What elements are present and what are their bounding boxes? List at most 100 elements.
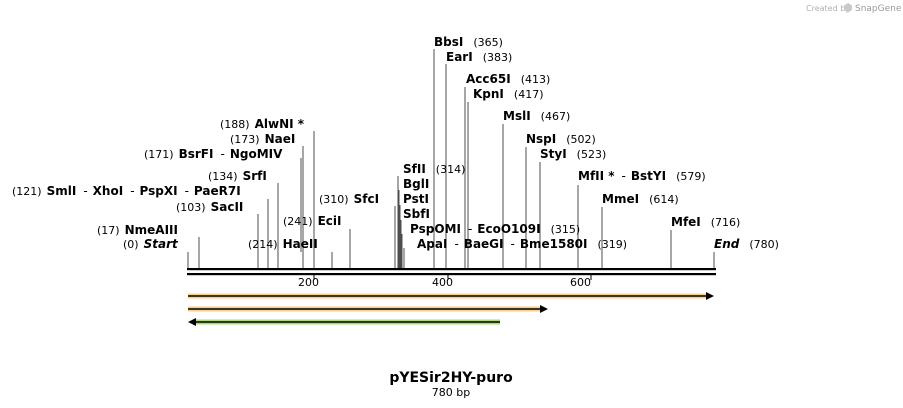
- site-position: (383): [483, 51, 513, 64]
- site-label-msli[interactable]: MslI (467): [503, 109, 570, 123]
- site-position: (579): [676, 170, 706, 183]
- enzyme-name: SrfI: [243, 169, 267, 183]
- enzyme-name: XhoI: [93, 184, 124, 198]
- enzyme-name: Acc65I: [466, 72, 511, 86]
- site-label-alwni[interactable]: (188) AlwNI *: [220, 117, 305, 131]
- site-label-sfci[interactable]: (310) SfcI: [319, 192, 379, 206]
- enzyme-name: End: [714, 237, 740, 251]
- enzyme-name: StyI: [540, 147, 567, 161]
- site-position: (214): [248, 238, 278, 251]
- enzyme-name: BbsI: [434, 35, 463, 49]
- site-label-bbsi[interactable]: BbsI (365): [434, 35, 503, 49]
- site-label-nmeaiii[interactable]: (17) NmeAIII: [97, 223, 178, 237]
- enzyme-name: KpnI: [473, 87, 504, 101]
- enzyme-name: PspXI: [140, 184, 178, 198]
- enzyme-name: MfeI: [671, 215, 701, 229]
- site-label-acc65i[interactable]: Acc65I (413): [466, 72, 550, 86]
- site-position: (134): [208, 170, 238, 183]
- site-separator: -: [130, 184, 134, 198]
- site-position: (173): [230, 133, 260, 146]
- site-label-apai-group[interactable]: ApaI - BaeGI - Bme1580I (319): [417, 237, 627, 251]
- orange-feature-full[interactable]: [188, 292, 714, 300]
- sequence-backbone: 200 400 600: [187, 268, 716, 289]
- credit: Created by SnapGene: [806, 3, 902, 14]
- site-label-srfi[interactable]: (134) SrfI: [208, 169, 267, 183]
- snapgene-logo-icon: [844, 3, 852, 13]
- site-label-mmei[interactable]: MmeI (614): [602, 192, 679, 206]
- site-position: (241): [283, 215, 313, 228]
- site-label-haeii[interactable]: (214) HaeII: [248, 237, 318, 251]
- site-separator: -: [511, 237, 515, 251]
- site-position: (171): [144, 148, 174, 161]
- site-position: (417): [514, 88, 544, 101]
- site-position: (0): [123, 238, 139, 251]
- credit-brand: SnapGene: [855, 4, 902, 14]
- enzyme-name: Start: [144, 237, 179, 251]
- site-separator: -: [622, 169, 626, 183]
- site-position: (467): [541, 110, 571, 123]
- site-position: (780): [749, 238, 779, 251]
- site-position: (188): [220, 118, 250, 131]
- enzyme-name: SfII: [403, 162, 426, 176]
- site-label-sbfi[interactable]: SbfI: [403, 207, 430, 221]
- enzyme-name: AlwNI *: [255, 117, 305, 131]
- site-label-mfei[interactable]: MfeI (716): [671, 215, 740, 229]
- enzyme-name: EarI: [446, 50, 473, 64]
- site-label-start[interactable]: (0) Start: [123, 237, 179, 251]
- site-position: (121): [12, 185, 42, 198]
- site-label-sacii[interactable]: (103) SacII: [176, 200, 243, 214]
- site-separator: -: [220, 147, 224, 161]
- enzyme-name: NmeAIII: [125, 223, 178, 237]
- site-label-ecii[interactable]: (241) EciI: [283, 214, 341, 228]
- site-position: (502): [566, 133, 596, 146]
- orange-feature-partial[interactable]: [188, 305, 548, 313]
- site-label-smli-group[interactable]: (121) SmlI - XhoI - PspXI - PaeR7I: [12, 184, 241, 198]
- enzyme-name: PstI: [403, 192, 429, 206]
- site-labels: (0) Start (17) NmeAIII (103) SacII (121) Sml…: [12, 35, 779, 251]
- site-label-pspomi-group[interactable]: PspOMI - EcoO109I (315): [410, 222, 580, 236]
- site-leader-lines: [187, 49, 715, 268]
- site-label-naei[interactable]: (173) NaeI: [230, 132, 295, 146]
- enzyme-name: HaeII: [283, 237, 318, 251]
- site-label-bgli[interactable]: BglI: [403, 177, 429, 191]
- site-position: (314): [436, 163, 466, 176]
- site-position: (103): [176, 201, 206, 214]
- site-label-end[interactable]: End (780): [714, 237, 779, 251]
- enzyme-name: SacII: [211, 200, 244, 214]
- site-separator: -: [185, 184, 189, 198]
- enzyme-name: NspI: [526, 132, 556, 146]
- site-label-psti[interactable]: PstI: [403, 192, 429, 206]
- enzyme-name: PaeR7I: [194, 184, 241, 198]
- enzyme-name: SmlI: [47, 184, 77, 198]
- site-position: (716): [711, 216, 741, 229]
- enzyme-name: ApaI: [417, 237, 447, 251]
- site-label-styi[interactable]: StyI (523): [540, 147, 606, 161]
- site-position: (310): [319, 193, 349, 206]
- enzyme-name: MfII *: [578, 169, 615, 183]
- site-label-bsrfi-group[interactable]: (171) BsrFI - NgoMIV: [144, 147, 283, 161]
- enzyme-name: EciI: [318, 214, 342, 228]
- site-label-eari[interactable]: EarI (383): [446, 50, 512, 64]
- enzyme-name: BstYI: [631, 169, 666, 183]
- site-separator: -: [454, 237, 458, 251]
- enzyme-name: MmeI: [602, 192, 639, 206]
- enzyme-name: MslI: [503, 109, 531, 123]
- enzyme-name: NaeI: [265, 132, 296, 146]
- site-position: (319): [598, 238, 628, 251]
- site-label-nspi[interactable]: NspI (502): [526, 132, 596, 146]
- site-label-kpni[interactable]: KpnI (417): [473, 87, 544, 101]
- green-feature[interactable]: [188, 318, 500, 326]
- feature-arrows: [188, 292, 714, 326]
- site-position: (614): [649, 193, 679, 206]
- plasmid-title: pYESir2HY-puro: [389, 370, 513, 386]
- plasmid-length: 780 bp: [432, 386, 470, 399]
- enzyme-name: BsrFI: [179, 147, 214, 161]
- site-label-sfii[interactable]: SfII (314): [403, 162, 465, 176]
- enzyme-name: BaeGI: [464, 237, 504, 251]
- site-separator: -: [468, 222, 472, 236]
- site-position: (365): [473, 36, 503, 49]
- site-label-mfli-group[interactable]: MfII * - BstYI (579): [578, 169, 706, 183]
- enzyme-name: SbfI: [403, 207, 430, 221]
- enzyme-name: SfcI: [354, 192, 379, 206]
- axis-tick-label: 200: [298, 276, 319, 289]
